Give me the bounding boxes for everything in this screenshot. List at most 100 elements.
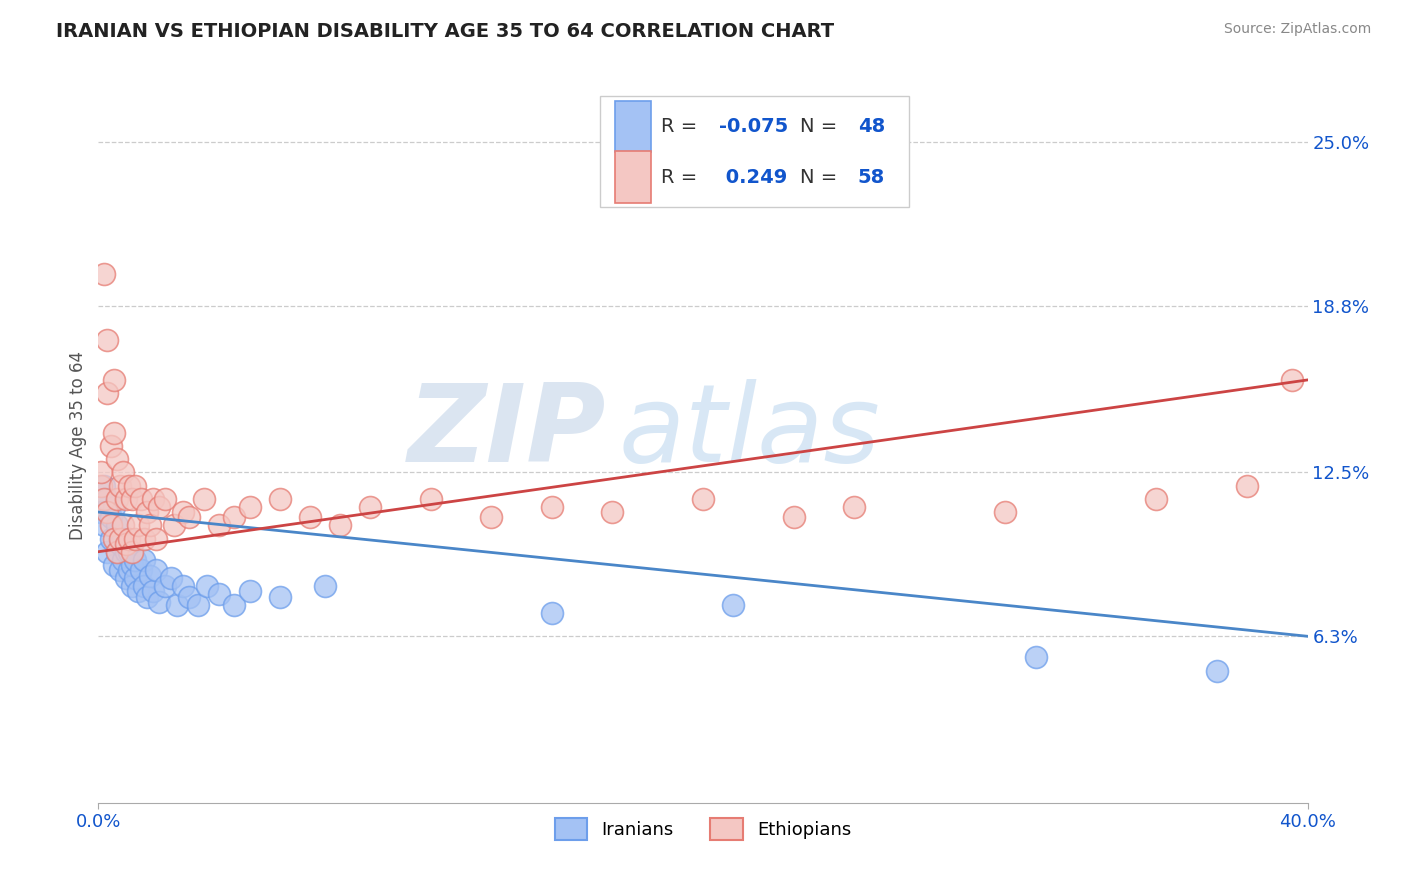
Point: [90, 505, 112, 519]
Point: [105, 545, 128, 559]
Text: Source: ZipAtlas.com: Source: ZipAtlas.com: [1223, 22, 1371, 37]
Point: [139, 568, 162, 582]
Point: [121, 545, 143, 559]
Point: [93, 267, 115, 281]
Point: [179, 590, 201, 604]
Text: ZIP: ZIP: [408, 379, 606, 484]
Point: [132, 552, 155, 566]
Point: [540, 606, 562, 620]
Point: [121, 579, 143, 593]
Point: [96, 333, 118, 347]
Text: 48: 48: [858, 117, 884, 136]
Point: [994, 505, 1017, 519]
FancyBboxPatch shape: [614, 101, 651, 152]
Point: [360, 500, 382, 514]
Point: [103, 425, 125, 440]
Point: [118, 478, 141, 492]
Point: [132, 532, 155, 546]
Point: [139, 518, 162, 533]
Point: [172, 579, 194, 593]
Point: [108, 563, 131, 577]
Point: [163, 518, 186, 533]
Point: [108, 532, 131, 546]
Point: [269, 590, 291, 604]
Point: [90, 478, 112, 492]
Point: [121, 491, 143, 506]
Point: [153, 491, 176, 506]
Point: [111, 552, 134, 566]
Point: [723, 598, 745, 612]
Point: [602, 505, 624, 519]
Point: [481, 510, 503, 524]
Point: [329, 518, 352, 533]
Point: [118, 532, 141, 546]
Point: [124, 552, 146, 566]
Point: [132, 579, 155, 593]
Point: [105, 452, 128, 467]
Text: 58: 58: [858, 168, 884, 186]
Text: 0.249: 0.249: [718, 168, 787, 186]
Point: [195, 579, 218, 593]
Point: [153, 579, 176, 593]
Point: [105, 491, 128, 506]
Text: N =: N =: [800, 168, 844, 186]
Text: R =: R =: [661, 117, 703, 136]
Point: [93, 491, 115, 506]
Point: [145, 563, 167, 577]
Point: [142, 584, 165, 599]
Point: [90, 466, 112, 480]
Point: [114, 545, 136, 559]
Point: [93, 478, 115, 492]
Point: [172, 505, 194, 519]
Point: [420, 491, 443, 506]
Point: [114, 537, 136, 551]
Point: [100, 439, 122, 453]
FancyBboxPatch shape: [600, 96, 908, 207]
Point: [103, 500, 125, 514]
Point: [269, 491, 291, 506]
Point: [208, 587, 231, 601]
Point: [224, 598, 246, 612]
Point: [124, 478, 146, 492]
Point: [844, 500, 866, 514]
Point: [121, 558, 143, 572]
Point: [100, 510, 122, 524]
Point: [208, 518, 231, 533]
Text: N =: N =: [800, 117, 844, 136]
Point: [179, 510, 201, 524]
Y-axis label: Disability Age 35 to 64: Disability Age 35 to 64: [69, 351, 87, 541]
Text: -0.075: -0.075: [718, 117, 787, 136]
Point: [129, 491, 152, 506]
Point: [114, 571, 136, 585]
Point: [105, 545, 128, 559]
Point: [96, 491, 118, 506]
Point: [124, 532, 146, 546]
Point: [96, 386, 118, 401]
Point: [148, 500, 170, 514]
Text: atlas: atlas: [619, 379, 880, 484]
Point: [193, 491, 215, 506]
Point: [135, 505, 157, 519]
Point: [103, 373, 125, 387]
Point: [1144, 491, 1167, 506]
Point: [118, 545, 141, 559]
Point: [100, 532, 122, 546]
Point: [96, 505, 118, 519]
Point: [142, 491, 165, 506]
Point: [111, 466, 134, 480]
Text: IRANIAN VS ETHIOPIAN DISABILITY AGE 35 TO 64 CORRELATION CHART: IRANIAN VS ETHIOPIAN DISABILITY AGE 35 T…: [56, 22, 834, 41]
Point: [160, 571, 183, 585]
Point: [187, 598, 209, 612]
Point: [224, 510, 246, 524]
Point: [103, 532, 125, 546]
Point: [145, 532, 167, 546]
Point: [148, 595, 170, 609]
Point: [93, 518, 115, 533]
Point: [1206, 664, 1229, 678]
Text: R =: R =: [661, 168, 703, 186]
Point: [314, 579, 336, 593]
Point: [1236, 478, 1258, 492]
Point: [1281, 373, 1303, 387]
Point: [108, 537, 131, 551]
Point: [111, 532, 134, 546]
